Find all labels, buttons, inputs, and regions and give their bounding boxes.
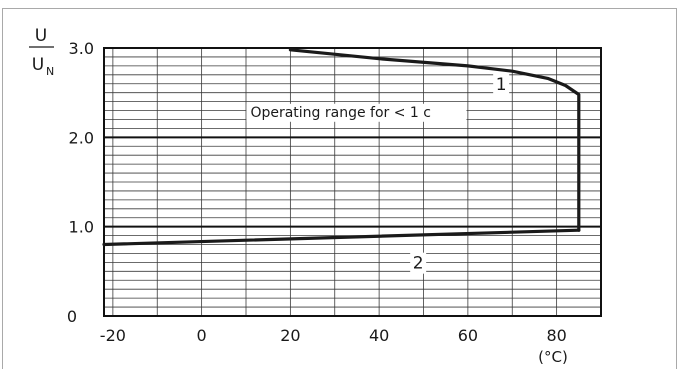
series-line-1: [288, 48, 581, 232]
y-tick-label: 1.0: [69, 218, 94, 237]
x-tick-label: 20: [280, 326, 300, 345]
x-tick-label: 0: [197, 326, 207, 345]
x-axis-label: (°C): [538, 348, 568, 366]
annotation-background: [246, 103, 467, 122]
y-axis-label-numerator: U: [35, 26, 47, 46]
curve-label-2: 2: [413, 254, 424, 274]
curve-label-1: 1: [496, 75, 507, 95]
plot-area: [103, 47, 602, 317]
x-tick-label: 80: [546, 326, 566, 345]
major-grid: [104, 136, 601, 228]
x-tick-label: 60: [458, 326, 478, 345]
series-layer: [102, 48, 581, 247]
x-tick-label: 40: [369, 326, 389, 345]
annotation-background: [410, 252, 427, 274]
plot-border: [103, 47, 602, 317]
tick-label-layer: -20 0 20 40 60 80 0 1.0 2.0 3.0: [67, 39, 567, 345]
annotation-operating-range: Operating range for < 1 c: [250, 105, 431, 121]
chart-frame: [2, 8, 677, 369]
y-tick-label: 2.0: [69, 128, 94, 147]
y-axis-label-denominator: U: [32, 55, 44, 75]
x-tick-label: -20: [100, 326, 126, 345]
minor-grid: [104, 48, 601, 316]
y-tick-label: 3.0: [69, 39, 94, 58]
annotation-layer: Operating range for < 1 c 1 2: [246, 73, 510, 274]
y-tick-label: 0: [67, 307, 77, 326]
annotation-background: [493, 73, 510, 95]
series-line-2: [102, 228, 581, 247]
y-axis-label-subscript: N: [46, 65, 54, 78]
